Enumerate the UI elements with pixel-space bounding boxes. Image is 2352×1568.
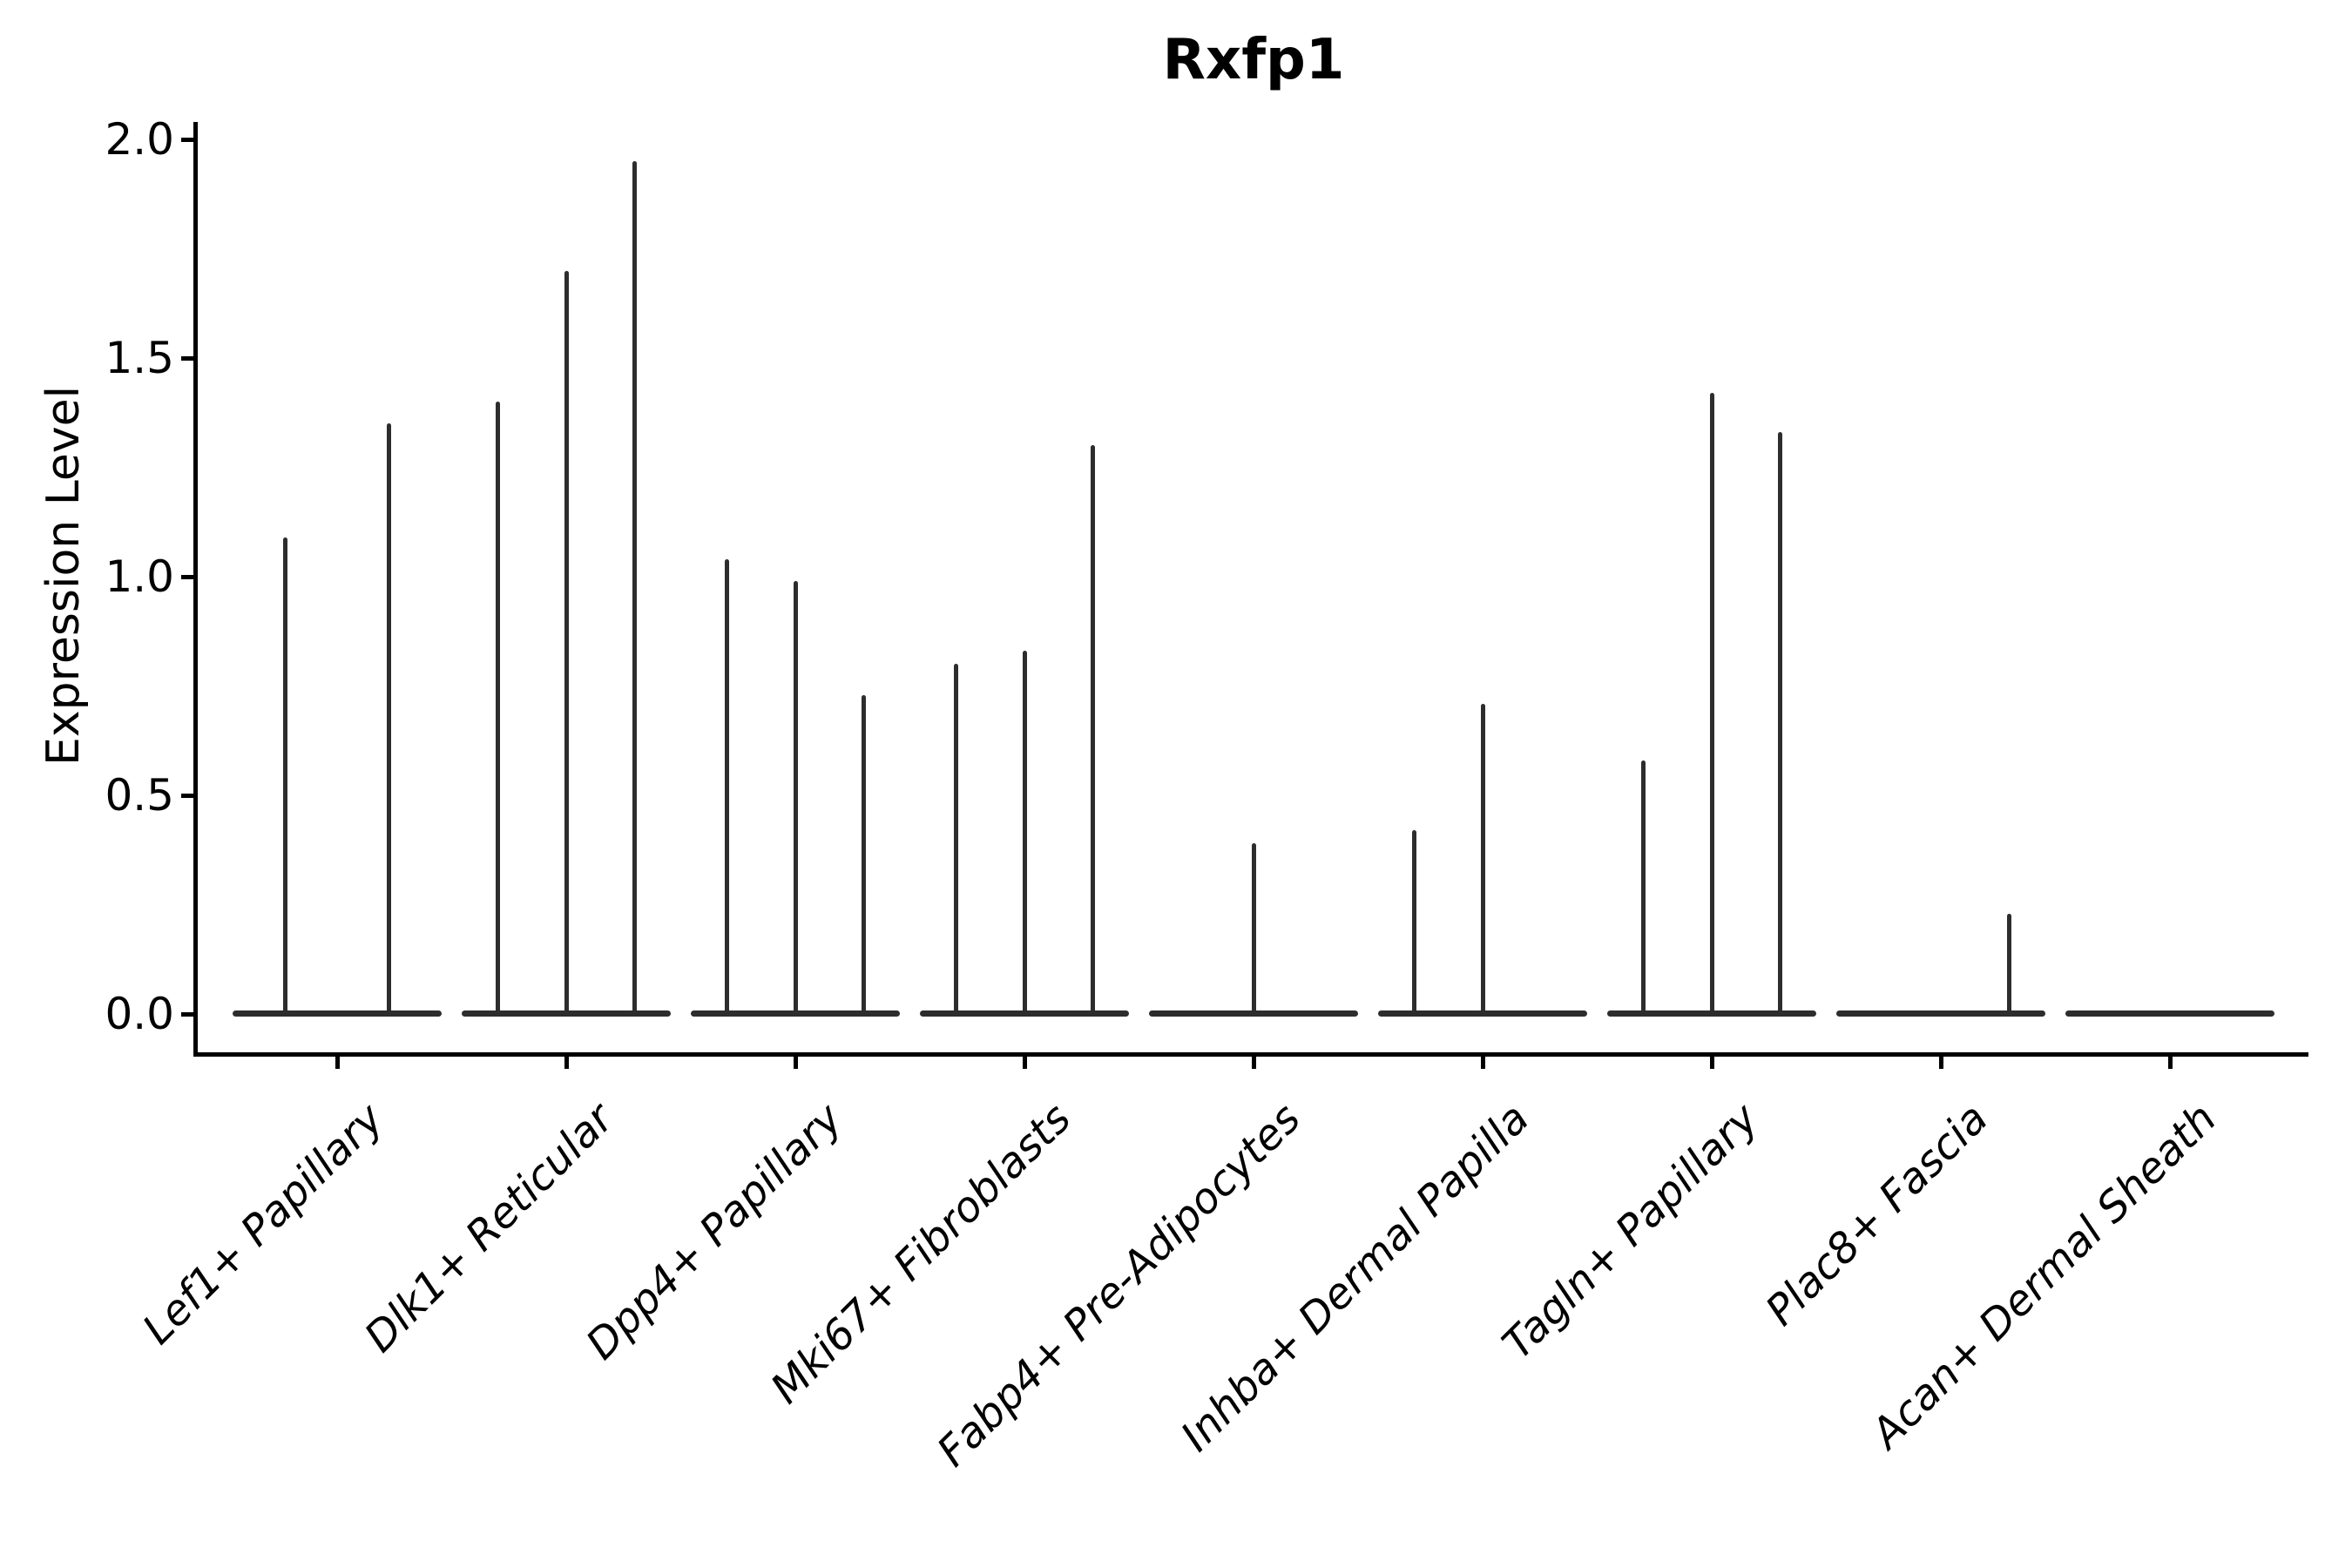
x-tick <box>1023 1057 1027 1069</box>
x-tick <box>1481 1057 1485 1069</box>
violin-spike <box>386 423 391 1014</box>
y-tick-label: 0.0 <box>105 989 174 1039</box>
violin-spike <box>1709 393 1714 1014</box>
chart-title: Rxfp1 <box>1162 28 1345 92</box>
violin-base <box>233 1010 442 1017</box>
y-tick <box>181 138 193 142</box>
x-axis-category-label: Fabp4+ Pre-Adipocytes <box>928 1094 1310 1477</box>
x-tick <box>2168 1057 2173 1069</box>
x-axis-category-label: Dlk1+ Reticular <box>355 1094 623 1362</box>
violin-spike <box>724 558 729 1014</box>
violin-spike <box>1251 843 1256 1014</box>
y-tick-label: 1.0 <box>105 551 174 602</box>
violin-spike <box>1480 703 1485 1014</box>
x-tick <box>1252 1057 1256 1069</box>
violin-spike <box>1411 830 1416 1014</box>
x-tick <box>335 1057 340 1069</box>
violin-base <box>2065 1010 2274 1017</box>
violin-spike <box>1640 760 1646 1014</box>
y-tick-label: 0.5 <box>105 770 174 821</box>
violin-spike <box>495 402 500 1014</box>
violin-spike <box>793 581 798 1014</box>
y-axis-spine <box>193 122 198 1057</box>
violin-base <box>1836 1010 2045 1017</box>
violin-spike <box>1778 432 1783 1014</box>
x-axis-category-label: Plac8+ Fascia <box>1755 1094 1997 1335</box>
violin-spike <box>283 537 288 1014</box>
x-axis-category-label: Lef1+ Papillary <box>133 1094 394 1355</box>
y-tick <box>181 575 193 579</box>
violin-spike <box>1091 445 1096 1014</box>
y-tick <box>181 794 193 798</box>
violin-spike <box>953 664 958 1014</box>
x-axis-category-label: Dpp4+ Papillary <box>577 1094 852 1369</box>
y-tick-label: 1.5 <box>105 333 174 383</box>
x-tick <box>1939 1057 1943 1069</box>
y-tick-label: 2.0 <box>105 114 174 165</box>
x-tick <box>1710 1057 1714 1069</box>
x-tick <box>564 1057 569 1069</box>
y-tick <box>181 1012 193 1017</box>
violin-spike <box>632 161 638 1014</box>
violin-spike <box>862 694 867 1014</box>
violin-spike <box>2007 913 2012 1014</box>
violin-spike <box>1022 651 1027 1014</box>
x-tick <box>794 1057 798 1069</box>
violin-spike <box>564 270 569 1014</box>
y-tick <box>181 356 193 361</box>
x-axis-spine <box>193 1052 2308 1057</box>
x-axis-category-label: Tagln+ Papillary <box>1493 1094 1768 1369</box>
